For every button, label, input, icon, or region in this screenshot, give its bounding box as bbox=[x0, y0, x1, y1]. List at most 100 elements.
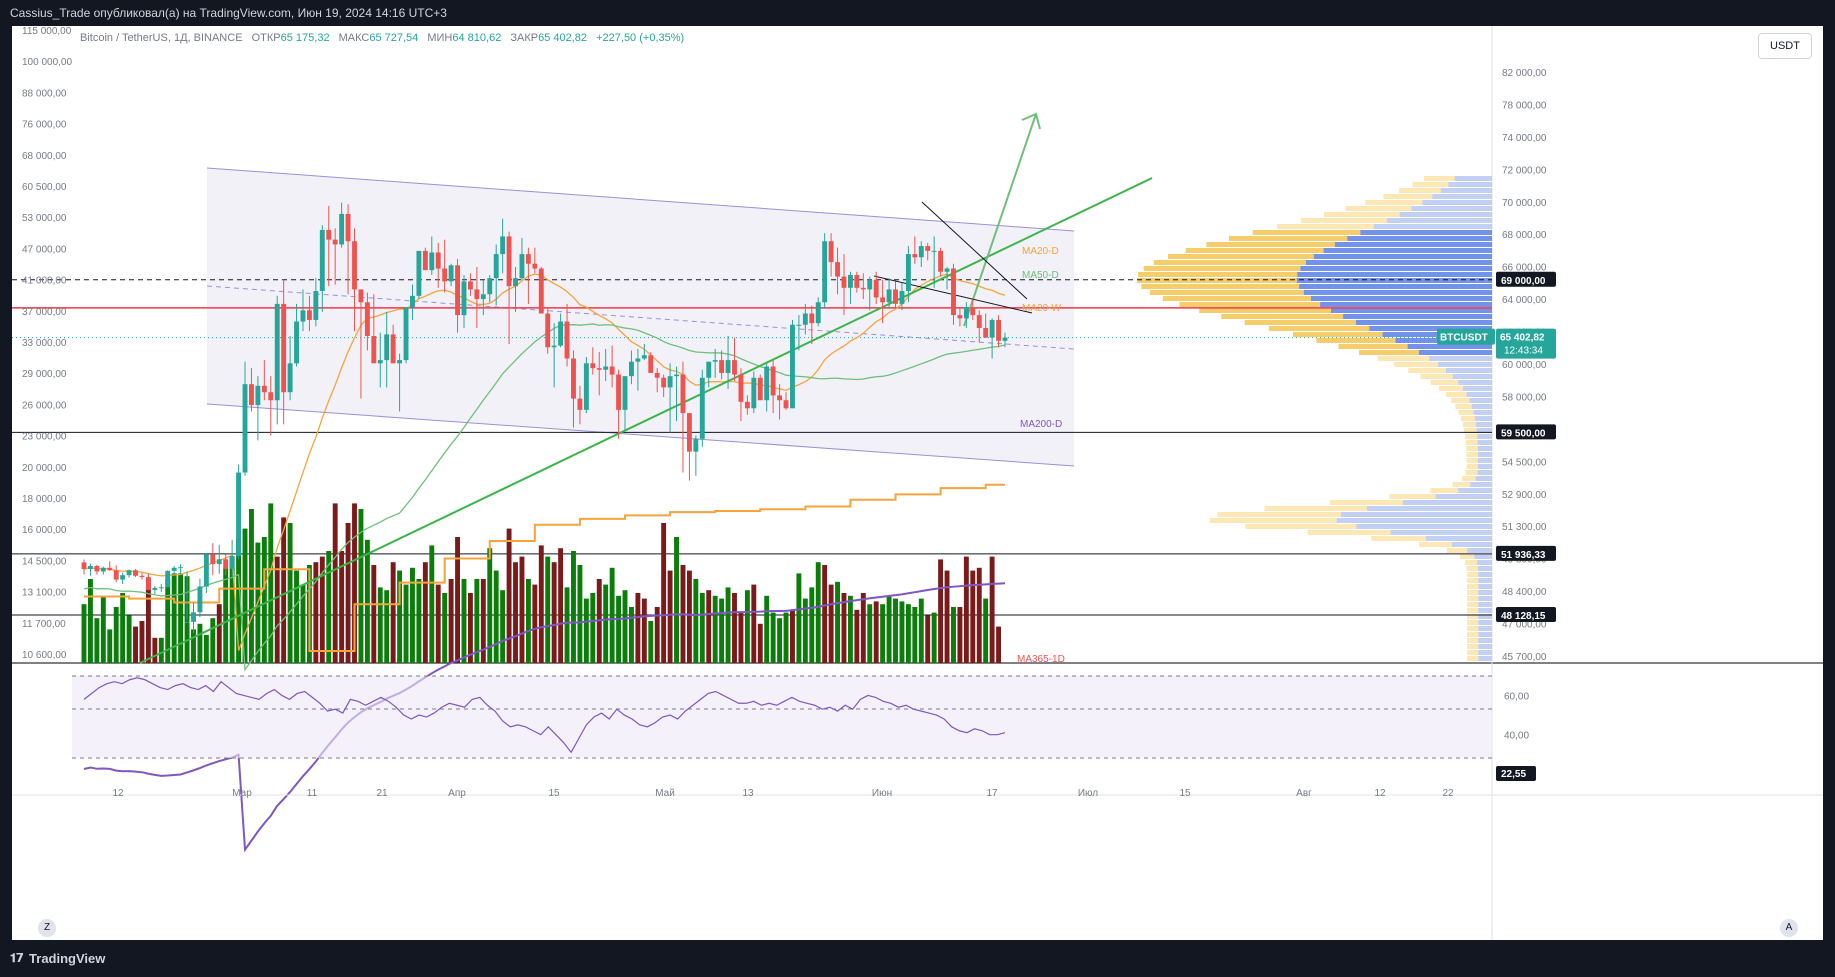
volume-bar bbox=[629, 607, 634, 663]
candle-body bbox=[571, 358, 576, 399]
volume-profile-bar-buy bbox=[1399, 212, 1492, 217]
tradingview-logo-icon: 𝟏𝟳 bbox=[10, 951, 24, 965]
left-axis-tick-label: 33 000,00 bbox=[22, 338, 67, 349]
brand-name: TradingView bbox=[29, 951, 106, 966]
volume-profile-bar-sell bbox=[1467, 626, 1479, 631]
chart-canvas[interactable]: MA20-D MA50-D MA20-W MA200-D MA365-1D 115 000… bbox=[12, 26, 1823, 940]
volume-profile-bar-sell bbox=[1466, 584, 1479, 589]
left-axis-tick-label: 100 000,00 bbox=[22, 57, 72, 68]
footer-bar: 𝟏𝟳 TradingView bbox=[0, 940, 1835, 977]
candle-body bbox=[384, 334, 390, 361]
auto-scale-button[interactable]: A bbox=[1780, 919, 1798, 937]
volume-bar bbox=[229, 556, 235, 663]
candle-body bbox=[191, 612, 196, 622]
candle-body bbox=[686, 413, 692, 452]
volume-profile-bar-buy bbox=[1425, 536, 1492, 541]
candle-body bbox=[880, 297, 886, 303]
candle-body bbox=[970, 307, 976, 316]
candle-body bbox=[983, 327, 989, 338]
candle-body bbox=[371, 336, 377, 364]
volume-bar bbox=[480, 579, 486, 663]
volume-bar bbox=[693, 579, 699, 663]
volume-bar bbox=[139, 621, 145, 663]
volume-profile-bar-buy bbox=[1478, 596, 1492, 601]
volume-profile-bar-sell bbox=[1300, 218, 1387, 223]
volume-bar bbox=[790, 609, 795, 663]
volume-profile-bar-buy bbox=[1469, 398, 1492, 403]
volume-profile-bar-buy bbox=[1478, 584, 1492, 589]
volume-bar bbox=[815, 562, 821, 663]
candle-body bbox=[255, 385, 261, 406]
zoom-z-button[interactable]: Z bbox=[38, 919, 56, 937]
volume-profile-bar-buy bbox=[1477, 446, 1492, 451]
volume-profile-bar-sell bbox=[1244, 320, 1356, 325]
tradingview-logo[interactable]: 𝟏𝟳 TradingView bbox=[10, 951, 105, 966]
volume-profile-bar-buy bbox=[1313, 254, 1492, 259]
candle-body bbox=[197, 586, 203, 613]
volume-profile-bar-buy bbox=[1386, 218, 1492, 223]
volume-profile-bar-buy bbox=[1478, 650, 1492, 655]
indicator-label: MA200-D bbox=[1020, 419, 1062, 430]
right-axis-tick-label: 70 000,00 bbox=[1502, 198, 1547, 209]
volume-profile-bar-sell bbox=[1464, 434, 1478, 439]
volume-bar bbox=[809, 587, 815, 663]
candle-body bbox=[609, 366, 615, 375]
candle-body bbox=[81, 562, 87, 570]
candle-body bbox=[828, 241, 834, 263]
price-tag bbox=[1496, 328, 1556, 359]
candle-body bbox=[976, 315, 982, 328]
indicator-label: MA20-W bbox=[1022, 303, 1061, 314]
volume-profile-bar-buy bbox=[1477, 440, 1492, 445]
publisher-bar: Cassius_Trade опубликовал(а) на TradingV… bbox=[0, 0, 1835, 26]
left-axis-tick-label: 23 000,00 bbox=[22, 432, 67, 443]
volume-bar bbox=[203, 635, 209, 663]
volume-bar bbox=[931, 612, 937, 663]
candle-body bbox=[751, 377, 757, 409]
low-value: 64 810,62 bbox=[452, 32, 502, 44]
candle-body bbox=[171, 567, 177, 571]
volume-profile-bar-sell bbox=[1446, 548, 1468, 553]
candle-body bbox=[281, 303, 287, 393]
candle-body bbox=[648, 355, 654, 373]
volume-profile-bar-buy bbox=[1373, 224, 1492, 229]
candle-body bbox=[152, 587, 158, 590]
symbol-tag bbox=[1437, 328, 1495, 345]
volume-profile-bar-buy bbox=[1478, 590, 1492, 595]
volume-bar bbox=[970, 570, 976, 663]
volume-bar bbox=[835, 581, 840, 663]
currency-button[interactable]: USDT bbox=[1758, 33, 1812, 59]
volume-bar bbox=[326, 551, 332, 663]
candle-body bbox=[770, 366, 776, 396]
candle-body bbox=[332, 239, 338, 245]
volume-profile-bar-sell bbox=[1467, 644, 1479, 649]
volume-bar bbox=[287, 523, 293, 663]
volume-bar bbox=[860, 593, 866, 663]
volume-profile-bar-sell bbox=[1329, 500, 1403, 505]
volume-profile-bar-buy bbox=[1478, 626, 1492, 631]
symbol-tag-text: BTCUSDT bbox=[1440, 333, 1488, 344]
candle-body bbox=[841, 276, 847, 288]
chart-frame[interactable]: MA20-D MA50-D MA20-W MA200-D MA365-1D 115 000… bbox=[12, 26, 1823, 940]
indicator-label: MA50-D bbox=[1022, 270, 1059, 281]
candle-body bbox=[216, 559, 222, 565]
right-axis-tick-label: 51 300,00 bbox=[1502, 522, 1547, 533]
candle-body bbox=[461, 281, 467, 316]
volume-bar bbox=[474, 579, 480, 663]
volume-bar bbox=[558, 548, 564, 663]
time-axis-label: 15 bbox=[548, 788, 560, 799]
volume-bar bbox=[873, 601, 879, 663]
rsi-axis-label: 60,00 bbox=[1504, 691, 1529, 702]
volume-bar bbox=[403, 584, 409, 663]
volume-profile-bar-buy bbox=[1477, 470, 1492, 475]
volume-bar bbox=[435, 584, 441, 663]
time-axis-label: 21 bbox=[376, 788, 388, 799]
volume-bar bbox=[152, 637, 158, 663]
volume-profile-bar-sell bbox=[1465, 440, 1478, 445]
volume-bar bbox=[197, 623, 203, 663]
right-axis-tick-label: 60 000,00 bbox=[1502, 360, 1547, 371]
volume-bar bbox=[996, 626, 1002, 663]
volume-bar bbox=[783, 612, 789, 663]
volume-profile-bar-buy bbox=[1334, 242, 1492, 247]
left-axis-tick-label: 14 500,00 bbox=[22, 556, 67, 567]
volume-profile-bar-sell bbox=[1462, 476, 1476, 481]
